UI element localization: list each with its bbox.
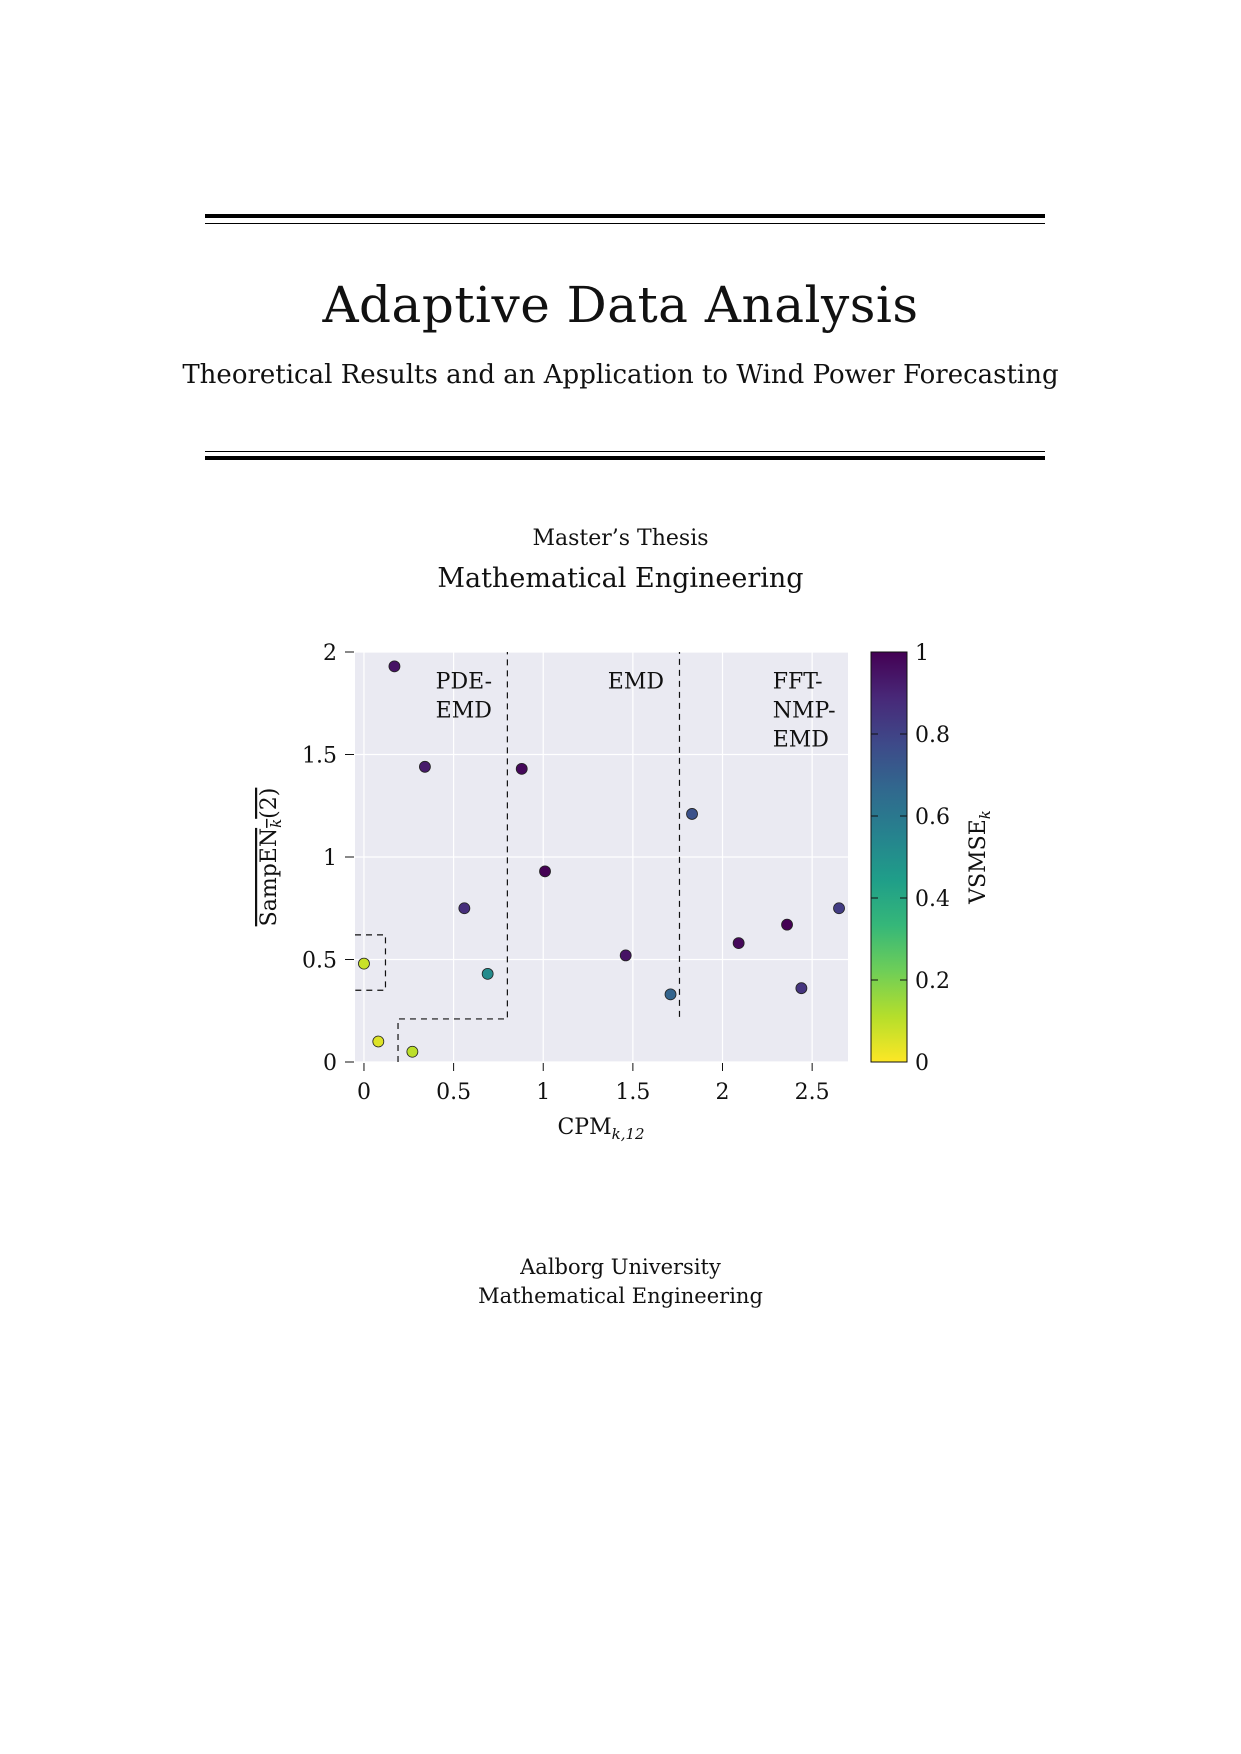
colorbar-ticks: 0 0.2 0.4 0.6 0.8 1 <box>871 641 950 1076</box>
thesis-subtitle: Theoretical Results and an Application t… <box>182 360 1059 390</box>
x-tick-label: 1.5 <box>615 1080 650 1105</box>
colorbar-tick-label: 0.6 <box>915 805 950 830</box>
top-rule-thin <box>205 223 1045 224</box>
data-point <box>419 760 431 773</box>
axis-ticks: 0 0.5 1 1.5 2 2.5 0 0.5 1 1.5 2 <box>302 641 830 1105</box>
bottom-rule-thick <box>205 456 1045 460</box>
thesis-field: Mathematical Engineering <box>437 563 804 594</box>
x-tick-label: 1 <box>536 1080 550 1105</box>
data-point <box>664 988 677 1001</box>
data-points <box>358 660 845 1058</box>
thesis-type: Master’s Thesis <box>532 526 709 551</box>
y-tick-label: 2 <box>323 641 337 666</box>
x-axis-label: CPMk,12 <box>557 1115 644 1143</box>
region-label: PDE-EMD <box>436 670 492 724</box>
dashed-boundary <box>397 652 508 1062</box>
data-point <box>619 949 632 962</box>
thesis-title: Adaptive Data Analysis <box>322 276 919 334</box>
region-labels: PDE-EMD EMD FFT-NMP-EMD <box>436 670 836 753</box>
region-boundaries <box>355 652 681 1062</box>
colorbar-tick-label: 0 <box>915 1051 929 1076</box>
x-tick-label: 0 <box>357 1080 371 1105</box>
y-tick-label: 1 <box>323 846 337 871</box>
top-rule-thick <box>205 214 1045 218</box>
colorbar <box>870 651 908 1063</box>
scatter-figure: 0 0.5 1 1.5 2 2.5 0 0.5 1 1.5 2 PDE-EMD EMD FFT-NMP-… <box>257 641 994 1143</box>
colorbar-label: VSMSEk <box>966 810 994 905</box>
y-tick-label: 1.5 <box>302 744 337 769</box>
x-tick-label: 0.5 <box>436 1080 471 1105</box>
data-point <box>833 902 845 915</box>
data-point <box>539 865 551 878</box>
data-point <box>458 902 471 915</box>
y-tick-label: 0.5 <box>302 949 337 974</box>
colorbar-tick-label: 0.8 <box>915 723 950 748</box>
x-tick-label: 2 <box>716 1080 730 1105</box>
bottom-rule-thin <box>205 451 1045 452</box>
data-point <box>406 1045 419 1058</box>
colorbar-tick-label: 0.4 <box>915 887 950 912</box>
grid-lines <box>355 651 848 1063</box>
dashed-boundary <box>355 934 387 991</box>
department-name: Mathematical Engineering <box>478 1284 763 1308</box>
data-point <box>372 1035 385 1048</box>
colorbar-tick-label: 0.2 <box>915 969 950 994</box>
y-tick-label: 0 <box>323 1051 337 1076</box>
region-label: FFT-NMP-EMD <box>773 670 836 753</box>
data-point <box>795 982 808 995</box>
data-point <box>388 660 401 673</box>
data-point <box>515 762 528 775</box>
region-label: EMD <box>608 670 664 695</box>
data-point <box>781 918 793 931</box>
university-name: Aalborg University <box>520 1255 721 1279</box>
y-axis-label: SampENk(2) <box>257 788 285 927</box>
data-point <box>686 808 698 820</box>
data-point <box>481 967 494 980</box>
data-point <box>732 937 745 949</box>
x-tick-label: 2.5 <box>795 1080 830 1105</box>
data-point <box>358 957 370 970</box>
colorbar-tick-label: 1 <box>915 641 929 666</box>
